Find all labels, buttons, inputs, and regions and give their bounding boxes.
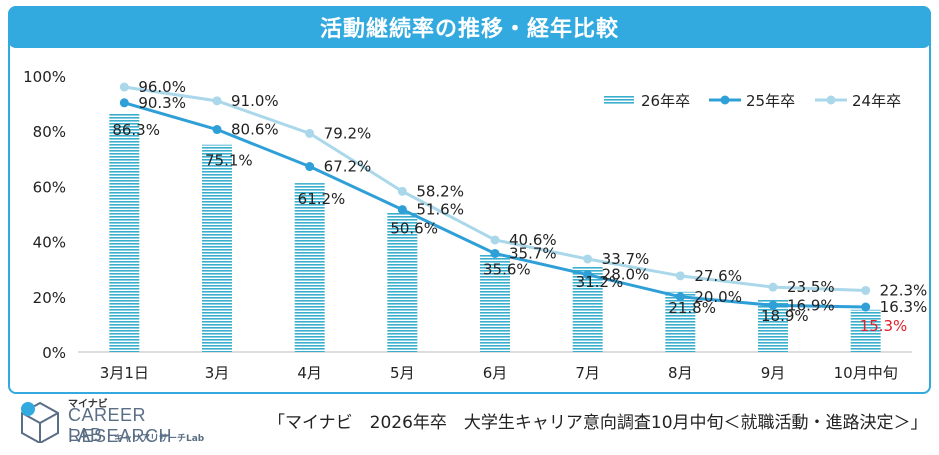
bar-26 xyxy=(294,183,325,352)
bar-26 xyxy=(572,265,603,352)
source-note: 「マイナビ 2026年卒 大学生キャリア意向調査10月中旬＜就職活動・進路決定＞… xyxy=(268,413,928,433)
series-25-point xyxy=(768,300,778,310)
series-24-data-label: 40.6% xyxy=(509,231,557,249)
x-tick-label: 10月中旬 xyxy=(834,364,898,382)
series-25-point xyxy=(583,270,593,280)
bar-26 xyxy=(480,253,510,352)
series-24-data-label: 79.2% xyxy=(324,124,372,142)
bar-26 xyxy=(850,309,881,352)
legend-label: 25年卒 xyxy=(746,92,795,110)
bar-26-data-label: 86.3% xyxy=(112,121,160,139)
chart-title: 活動継続率の推移・経年比較 xyxy=(8,6,931,48)
series-25-point xyxy=(675,292,685,302)
series-24-point xyxy=(861,285,871,295)
y-tick-label: 100% xyxy=(23,68,66,86)
series-24-data-label: 22.3% xyxy=(880,281,928,299)
series-24-point xyxy=(212,96,222,106)
y-tick-label: 60% xyxy=(33,178,66,196)
series-25-data-label: 35.7% xyxy=(509,244,557,262)
logo-line1: CAREER RESEARCH xyxy=(68,405,173,446)
series-25-data-label: 90.3% xyxy=(138,94,186,112)
series-25-data-label: 80.6% xyxy=(231,121,279,139)
series-24-point xyxy=(583,254,593,264)
legend-point-swatch xyxy=(826,95,836,105)
series-25-point xyxy=(490,248,500,258)
logo-line2b: キャリアリサーチLab xyxy=(114,434,205,444)
series-24-point xyxy=(397,186,407,196)
series-25-data-label: 67.2% xyxy=(324,158,372,176)
series-24-point xyxy=(768,282,778,292)
series-24-point xyxy=(305,128,315,138)
bar-26 xyxy=(202,144,232,352)
series-24-data-label: 91.0% xyxy=(231,92,279,110)
series-24-point xyxy=(675,271,685,281)
legend-label: 24年卒 xyxy=(852,92,901,110)
y-tick-label: 20% xyxy=(33,289,66,307)
series-25-data-label: 28.0% xyxy=(602,266,650,284)
series-25-point xyxy=(861,302,871,312)
series-24-data-label: 23.5% xyxy=(787,278,835,296)
cube-logo-icon xyxy=(21,401,59,443)
bar-26-data-label: 75.1% xyxy=(205,152,253,170)
bar-26 xyxy=(387,212,418,352)
series-25-data-label: 20.0% xyxy=(694,288,742,306)
chart-canvas: 0% 20% 40% 60% 80% 100% 3月1日 3月 4月 5月 6月 7月 8月 9月 10月中… xyxy=(23,68,928,382)
x-tick-label: 3月1日 xyxy=(100,364,149,382)
logo-brand: マイナビ xyxy=(68,399,108,410)
x-tick-label: 9月 xyxy=(761,364,786,382)
x-tick-label: 7月 xyxy=(575,364,600,382)
bar-26-data-label: 61.2% xyxy=(298,190,346,208)
x-tick-label: 4月 xyxy=(297,364,322,382)
series-24-data-label: 33.7% xyxy=(602,250,650,268)
bar-26-data-label: 31.2% xyxy=(576,273,624,291)
x-tick-label: 8月 xyxy=(668,364,693,382)
series-24-data-label: 96.0% xyxy=(138,78,186,96)
bar-26 xyxy=(109,113,140,352)
x-tick-label: 6月 xyxy=(483,364,508,382)
legend-point-swatch xyxy=(720,95,730,105)
x-tick-label: 5月 xyxy=(390,364,415,382)
y-tick-label: 80% xyxy=(33,123,66,141)
y-tick-label: 40% xyxy=(33,234,66,252)
series-25-point xyxy=(397,205,407,215)
series-25-point xyxy=(305,162,315,172)
x-tick-label: 3月 xyxy=(205,364,230,382)
bar-26-data-label: 18.9% xyxy=(761,307,809,325)
y-tick-label: 0% xyxy=(42,344,66,362)
legend-label: 26年卒 xyxy=(641,92,690,110)
bar-26 xyxy=(665,291,696,352)
series-25-point xyxy=(212,125,222,135)
series-25-point xyxy=(119,98,129,108)
series-24-point xyxy=(490,235,500,245)
logo-line2a: LAB xyxy=(68,425,103,445)
series-25-data-label: 16.3% xyxy=(880,298,928,316)
series-25-data-label: 16.9% xyxy=(787,296,835,314)
series-24-data-label: 27.6% xyxy=(694,267,742,285)
bar-26-data-label: 35.6% xyxy=(483,261,531,279)
series-24-point xyxy=(119,82,129,92)
series-25-data-label: 51.6% xyxy=(416,201,464,219)
bar-26-data-label: 50.6% xyxy=(390,219,438,237)
series-24-data-label: 58.2% xyxy=(416,182,464,200)
bar-26-data-label: 15.3% xyxy=(860,317,908,335)
career-research-lab-logo: マイナビ CAREER RESEARCH LAB キャリアリサーチLab xyxy=(18,395,248,450)
bar-26-data-label: 21.8% xyxy=(668,299,716,317)
legend-26-swatch xyxy=(604,95,634,105)
